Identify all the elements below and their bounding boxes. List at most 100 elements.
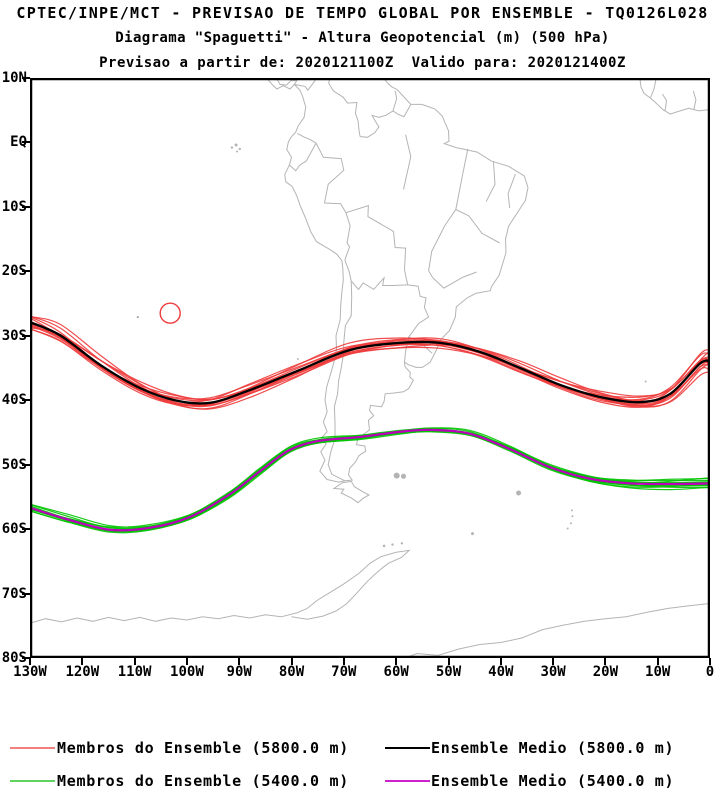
x-axis-tick — [709, 658, 711, 665]
y-axis-tick — [22, 463, 30, 466]
x-axis-label: 20W — [592, 664, 619, 680]
x-axis-tick — [238, 658, 241, 665]
island-dot — [230, 146, 234, 149]
border-path — [661, 93, 668, 111]
border-path — [360, 110, 394, 138]
ensemble-member-line-5800 — [30, 315, 710, 406]
x-axis-tick — [604, 658, 607, 665]
chart-title-line3: Previsao a partir de: 2020121100Z Valido… — [99, 55, 626, 71]
coastline-path — [639, 78, 710, 115]
y-axis-tick — [22, 77, 30, 79]
island-dot — [234, 143, 238, 147]
island-dot — [570, 509, 573, 512]
y-axis-tick — [22, 270, 30, 273]
ensemble-member-line-5400 — [30, 427, 710, 528]
border-path — [507, 173, 516, 209]
x-axis-tick — [499, 658, 502, 665]
border-path — [455, 209, 470, 217]
y-axis-tick — [22, 141, 30, 144]
island-dot — [571, 515, 574, 518]
x-axis-label: 100W — [170, 664, 204, 680]
x-axis-tick — [395, 658, 398, 665]
coastline-path — [284, 78, 529, 483]
x-axis-tick — [342, 658, 345, 665]
x-axis-label: 130W — [13, 664, 47, 680]
border-path — [297, 132, 317, 144]
map-frame-border — [30, 78, 710, 658]
legend-label-mean-5800: Ensemble Medio (5800.0 m) — [431, 739, 675, 757]
y-axis-label: 60S — [1, 521, 27, 538]
border-path — [432, 271, 477, 289]
ensemble-member-line-5400 — [30, 429, 710, 528]
x-axis-tick — [29, 658, 31, 665]
island-dot — [238, 147, 241, 151]
x-axis-tick — [552, 658, 555, 665]
coastline-path — [265, 78, 298, 90]
border-path — [485, 161, 496, 202]
y-axis-tick — [22, 399, 30, 402]
ensemble-member-line-5800 — [30, 320, 710, 401]
y-axis-tick — [22, 657, 30, 659]
antarctica-coast-path — [30, 607, 308, 624]
x-axis-tick — [656, 658, 659, 665]
y-axis-tick — [22, 528, 30, 531]
legend-swatch-mean-5400 — [385, 780, 430, 782]
x-axis-label: 50W — [435, 664, 462, 680]
island-dot — [644, 380, 647, 383]
island-dot — [296, 358, 299, 360]
x-axis-label: 10W — [645, 664, 671, 680]
island-dot — [569, 522, 572, 525]
y-axis-tick — [22, 205, 30, 208]
legend-row-1: Membros do Ensemble (5800.0 m) Ensemble … — [0, 738, 725, 758]
chart-title-line1: CPTEC/INPE/MCT - PREVISAO DE TEMPO GLOBA… — [16, 4, 709, 22]
x-axis-label: 40W — [488, 664, 514, 680]
legend-swatch-members-5800 — [10, 747, 55, 749]
island-dot — [236, 150, 239, 153]
island-dot — [516, 490, 522, 496]
border-path — [392, 90, 398, 112]
island-dot — [391, 543, 394, 546]
border-path — [289, 142, 317, 172]
y-axis-label: 50S — [1, 456, 27, 473]
x-axis-label: 60W — [383, 664, 409, 680]
x-axis-label: 110W — [117, 664, 152, 680]
y-axis-tick — [22, 334, 30, 337]
border-path — [444, 148, 469, 226]
island-dot — [400, 542, 404, 545]
y-axis-label: 40S — [1, 392, 27, 409]
y-axis-label: 70S — [1, 585, 27, 602]
x-axis-label: 120W — [65, 664, 100, 680]
coastline-path — [332, 480, 371, 504]
island-dot — [471, 532, 474, 536]
x-axis-tick — [290, 658, 293, 665]
x-axis-tick — [133, 658, 136, 665]
border-path — [692, 90, 697, 110]
border-path — [327, 280, 353, 482]
border-path — [328, 78, 361, 137]
ensemble-member-line-5800 — [30, 315, 710, 405]
border-path — [428, 225, 446, 279]
island-dot — [382, 544, 386, 548]
y-axis-label: EQ — [10, 134, 27, 151]
legend-row-2: Membros do Ensemble (5400.0 m) Ensemble … — [0, 771, 725, 791]
island-dot — [393, 472, 400, 479]
antarctica-coast-path — [403, 602, 710, 658]
chart-title-line2: Diagrama "Spaguetti" - Altura Geopotenci… — [115, 30, 610, 46]
island-dot — [566, 527, 569, 530]
legend-swatch-mean-5800 — [385, 747, 430, 749]
x-axis-tick — [81, 658, 84, 665]
ensemble-member-line-5800 — [30, 321, 710, 408]
y-axis-label: 20S — [1, 263, 27, 280]
x-axis-tick — [447, 658, 450, 665]
ensemble-mean-line-5400 — [30, 428, 710, 532]
island-dot — [136, 315, 139, 319]
x-axis-tick — [185, 658, 188, 665]
closed-contour-circle — [159, 302, 181, 324]
x-axis-label: 90W — [226, 664, 252, 680]
border-path — [344, 260, 408, 291]
y-axis-label: 10N — [1, 70, 27, 86]
y-axis-label: 80S — [1, 650, 27, 666]
ensemble-mean-line-5800 — [30, 321, 710, 405]
island-dot — [401, 473, 406, 479]
legend-label-members-5400: Membros do Ensemble (5400.0 m) — [57, 772, 349, 790]
